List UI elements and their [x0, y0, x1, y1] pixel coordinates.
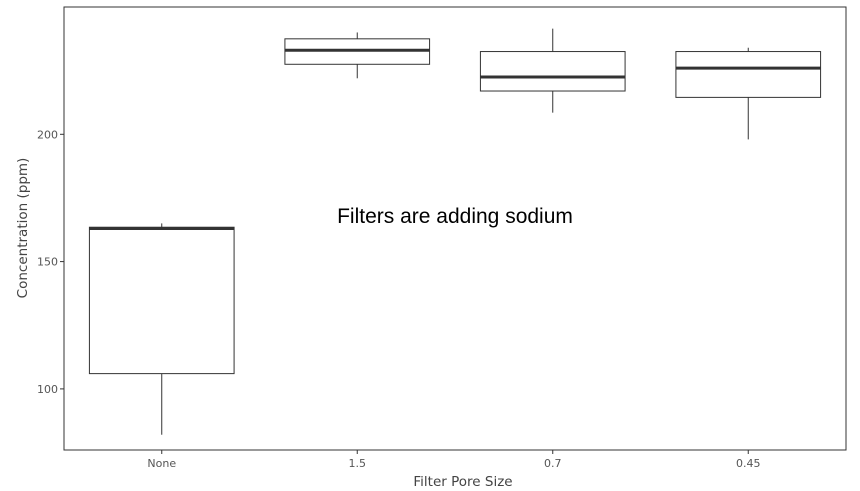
y-tick-label: 150: [37, 256, 58, 269]
x-tick-label: 1.5: [349, 457, 367, 470]
box-iqr: [675, 51, 822, 98]
x-tick-label: None: [147, 457, 176, 470]
x-tick-label: 0.45: [736, 457, 761, 470]
plot-panel: [63, 6, 847, 451]
box-iqr: [88, 226, 235, 375]
box-0-45: [675, 47, 822, 140]
y-tick-label: 100: [37, 383, 58, 396]
y-axis-ticks: 100 150 200: [37, 128, 64, 396]
x-axis-title: Filter Pore Size: [413, 474, 512, 490]
box-iqr: [479, 51, 626, 92]
x-tick-label: 0.7: [544, 457, 562, 470]
box-0-7: [479, 28, 626, 113]
y-tick-label: 200: [37, 128, 58, 141]
box-1-5: [284, 32, 431, 79]
x-axis-ticks: None 1.5 0.7 0.45: [147, 450, 761, 470]
box-series: [88, 28, 822, 435]
box-None: [88, 223, 235, 435]
annotation-text: Filters are adding sodium: [337, 205, 573, 228]
y-axis-title: Concentration (ppm): [15, 158, 31, 299]
